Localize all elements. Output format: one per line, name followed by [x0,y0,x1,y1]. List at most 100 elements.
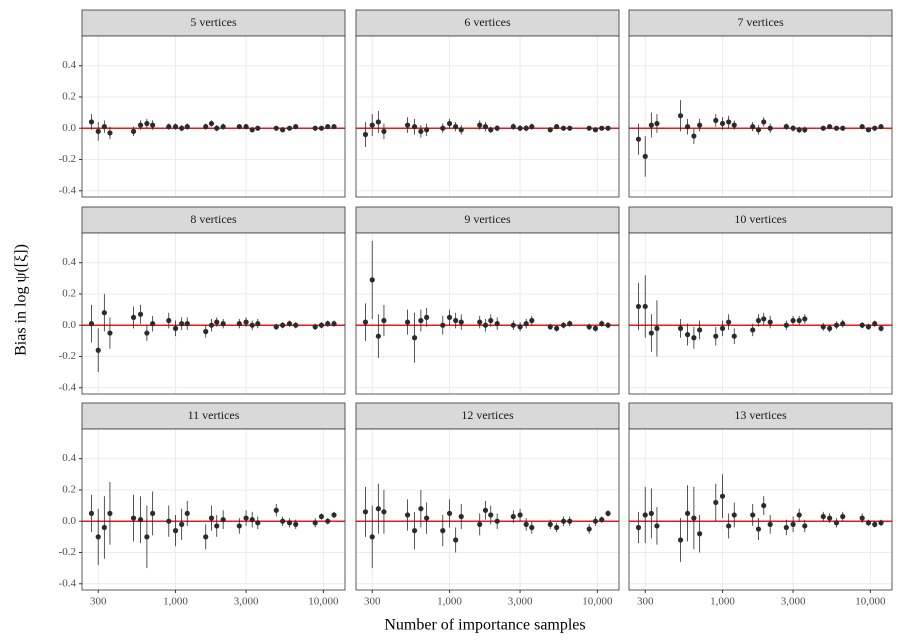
panel-bg [82,429,345,590]
point [750,327,756,333]
point [684,510,691,517]
point [488,512,494,518]
strip-label: 12 vertices [461,408,514,422]
panel-bg [356,36,619,197]
point [761,119,767,125]
point [523,521,529,527]
point [605,125,611,131]
point [243,124,249,130]
point [833,520,840,526]
point [783,322,789,328]
point [833,125,840,131]
point [654,523,660,529]
point [783,124,789,130]
point [726,119,732,125]
point [827,515,833,521]
point [477,521,483,527]
point [731,333,737,339]
point [790,317,796,324]
point [440,125,446,131]
point [767,125,773,131]
x-tick-label: 3,000 [508,596,533,608]
point [691,515,697,521]
point [369,277,375,283]
panel-border [355,428,620,591]
point [88,321,95,327]
point [802,127,808,133]
y-tick-label: 0.0 [62,319,76,331]
point [648,510,654,517]
point [273,125,279,131]
point [404,319,411,325]
point [697,531,703,537]
point [172,528,179,534]
point [255,321,261,327]
point [713,499,719,506]
point [172,325,179,331]
x-axis-title: Number of importance samples [384,617,585,634]
point [731,512,737,518]
point [88,119,95,125]
point [137,122,144,128]
point [255,520,261,526]
point [523,125,529,131]
point [144,534,150,540]
point [517,125,523,131]
point [529,524,535,531]
point [446,510,453,517]
point [796,512,802,518]
point [547,127,553,133]
point [494,125,500,131]
point [488,317,494,324]
point [458,127,464,133]
point [840,321,846,327]
point [453,317,459,324]
point [560,322,567,328]
point [697,122,703,128]
point [331,321,337,327]
point [726,523,732,529]
point [166,124,172,130]
point [802,316,808,322]
point [783,524,789,531]
panel-border [355,232,620,395]
y-tick-label: 0.4 [62,256,76,268]
point [586,125,592,131]
point [208,120,215,127]
point [440,528,446,534]
point [130,314,137,321]
point [318,322,325,328]
strip [355,402,620,430]
point [592,325,599,331]
point [865,324,872,330]
point [220,124,226,130]
point [424,314,430,321]
point [130,128,137,134]
strip-label: 8 vertices [190,212,237,226]
point [362,131,369,138]
point [865,127,872,133]
point [293,322,299,328]
point [166,317,172,324]
y-tick-label: 0.2 [62,90,76,102]
point [243,515,249,521]
point [554,325,560,331]
point [220,321,226,327]
point [697,327,703,333]
strip-label: 10 vertices [734,212,787,226]
point [796,317,802,324]
point [731,122,737,128]
point [635,136,642,142]
point [137,517,144,523]
point [203,124,209,130]
point [203,534,209,540]
point [172,124,179,130]
point [381,128,387,134]
point [381,317,387,324]
point [375,333,381,339]
point [767,521,773,527]
point [510,513,516,520]
point [203,328,209,335]
panel-border [81,35,346,198]
point [286,520,293,526]
